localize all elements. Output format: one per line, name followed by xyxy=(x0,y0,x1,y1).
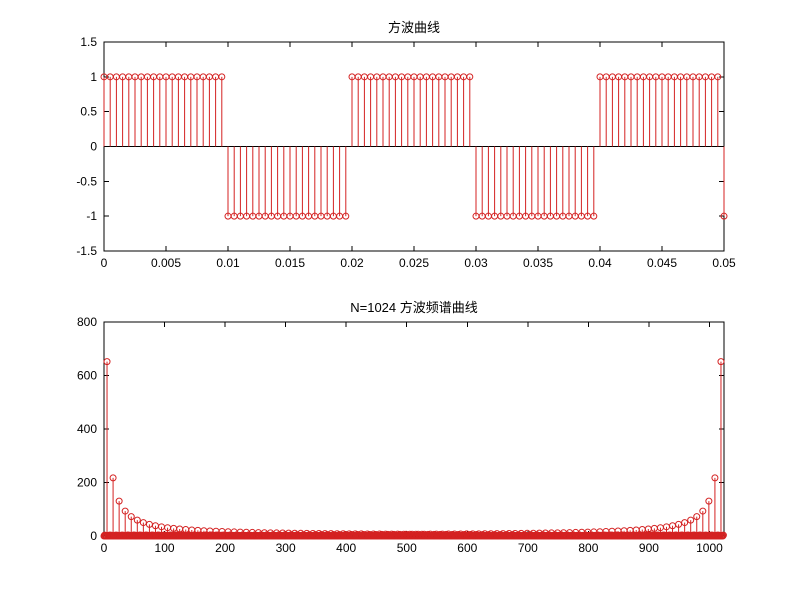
svg-text:0: 0 xyxy=(101,256,108,270)
stems xyxy=(100,358,727,540)
x-ticks: 0 0.005 0.01 0.015 0.02 0.025 0.03 0.035 0.04 0.0… xyxy=(101,42,736,270)
svg-text:700: 700 xyxy=(518,541,538,555)
square-wave-title: 方波曲线 xyxy=(388,20,440,35)
charts-group: 0 0.005 0.01 0.015 0.02 0.025 0.03 0.035 0.04 0.0… xyxy=(76,35,736,555)
svg-text:0: 0 xyxy=(90,140,97,154)
svg-text:0: 0 xyxy=(101,541,108,555)
x-ticks: 0 100 200 300 400 500 600 700 800 900 1000 xyxy=(101,322,723,555)
svg-text:0.015: 0.015 xyxy=(275,256,305,270)
svg-text:-0.5: -0.5 xyxy=(76,174,97,188)
svg-text:0.045: 0.045 xyxy=(647,256,677,270)
svg-text:-1.5: -1.5 xyxy=(76,244,97,258)
square-wave-chart: 0 0.005 0.01 0.015 0.02 0.025 0.03 0.035 0.04 0.0… xyxy=(76,35,736,270)
svg-text:800: 800 xyxy=(578,541,598,555)
svg-text:0.03: 0.03 xyxy=(464,256,488,270)
svg-text:1: 1 xyxy=(90,70,97,84)
svg-text:0.025: 0.025 xyxy=(399,256,429,270)
axes-box xyxy=(103,321,725,537)
svg-text:0.005: 0.005 xyxy=(151,256,181,270)
svg-text:0.5: 0.5 xyxy=(80,105,97,119)
svg-text:300: 300 xyxy=(276,541,296,555)
svg-text:1000: 1000 xyxy=(696,541,723,555)
spectrum-title: N=1024 方波频谱曲线 xyxy=(350,300,478,315)
svg-text:-1: -1 xyxy=(86,209,97,223)
svg-text:400: 400 xyxy=(77,422,97,436)
svg-text:600: 600 xyxy=(457,541,477,555)
svg-text:900: 900 xyxy=(639,541,659,555)
svg-text:0: 0 xyxy=(90,529,97,543)
svg-text:1.5: 1.5 xyxy=(80,35,97,49)
svg-text:0.05: 0.05 xyxy=(712,256,736,270)
spectrum-chart: 0 100 200 300 400 500 600 700 800 900 1000 0 200 400 6… xyxy=(77,315,727,555)
svg-text:0.035: 0.035 xyxy=(523,256,553,270)
y-ticks: 0 200 400 600 800 xyxy=(77,315,724,543)
svg-text:0.02: 0.02 xyxy=(340,256,364,270)
svg-text:400: 400 xyxy=(336,541,356,555)
svg-text:0.01: 0.01 xyxy=(216,256,240,270)
svg-text:200: 200 xyxy=(77,476,97,490)
svg-text:0.04: 0.04 xyxy=(588,256,612,270)
svg-text:600: 600 xyxy=(77,369,97,383)
y-ticks: -1.5 -1 -0.5 0 0.5 1 1.5 xyxy=(76,35,724,258)
svg-text:100: 100 xyxy=(155,541,175,555)
svg-text:800: 800 xyxy=(77,315,97,329)
svg-text:200: 200 xyxy=(215,541,235,555)
svg-text:500: 500 xyxy=(397,541,417,555)
stems xyxy=(100,73,728,220)
